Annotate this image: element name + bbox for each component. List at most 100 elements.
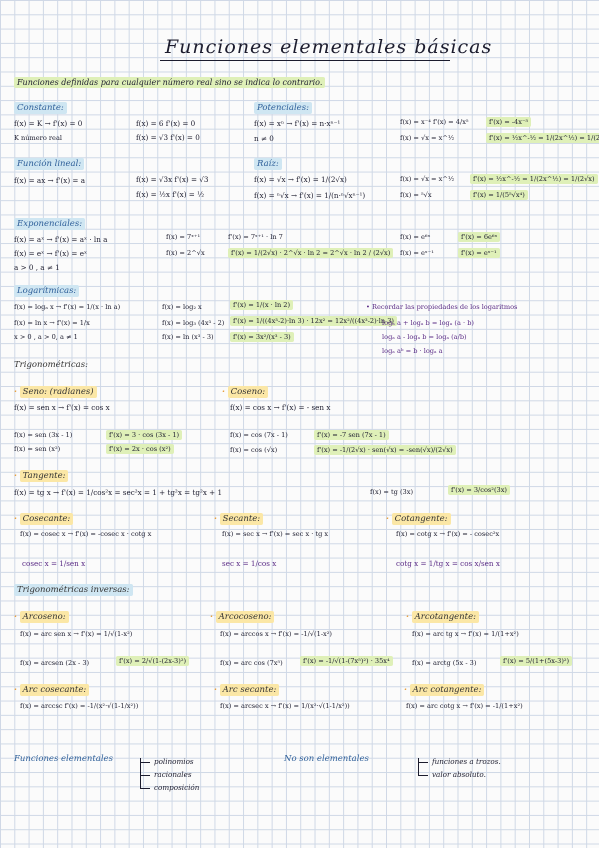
- cotangente-heading: · Cotangente:: [386, 513, 451, 525]
- propiedad-potencia: logₐ aᵇ = b · logₐ a: [382, 347, 443, 355]
- logaritmicas-result-1: f'(x) = 1/(x · ln 2): [230, 300, 294, 310]
- exponenciales-example-3: f(x) = e⁶ˣ: [400, 233, 431, 241]
- raiz-rule-2: f(x) = ⁿ√x → f'(x) = 1/(n·ⁿ√xⁿ⁻¹): [254, 191, 366, 200]
- secante-rule: f(x) = sec x → f'(x) = sec x · tg x: [222, 530, 329, 538]
- intro-text: Funciones definidas para cualquier númer…: [14, 77, 326, 88]
- exponenciales-rule-2: f(x) = eˣ → f'(x) = eˣ: [14, 249, 87, 258]
- arcsecante-heading: · Arc secante:: [214, 684, 280, 696]
- raiz-result-1: f'(x) = ½x^-½ = 1/(2x^½) = 1/(2√x): [470, 174, 598, 184]
- elementales-bracket: [140, 758, 141, 788]
- logaritmicas-example-2: f(x) = log₃ (4x³ - 2): [162, 319, 225, 327]
- logaritmicas-rule-2: f(x) = ln x → f'(x) = 1/x: [14, 319, 90, 327]
- cosecante-rule: f(x) = cosec x → f'(x) = -cosec x · cotg…: [20, 530, 152, 538]
- page-title: Funciones elementales básicas: [165, 36, 493, 58]
- logaritmicas-note: x > 0 , a > 0, a ≠ 1: [14, 333, 78, 341]
- exponenciales-result-3: f'(x) = 6e⁶ˣ: [458, 232, 501, 242]
- tangente-result: f'(x) = 3/cos²(3x): [448, 485, 510, 495]
- secante-heading: · Secante:: [214, 513, 264, 525]
- arcocoseno-rule: f(x) = arccos x → f'(x) = -1/√(1-x²): [220, 630, 332, 638]
- coseno-heading: · Coseno:: [222, 386, 269, 398]
- tangente-heading: · Tangente:: [14, 470, 69, 482]
- exponenciales-note: a > 0 , a ≠ 1: [14, 263, 60, 272]
- exponenciales-rule-1: f(x) = aˣ → f'(x) = aˣ · ln a: [14, 235, 108, 244]
- exponenciales-example-1: f(x) = 7ˣ⁺¹: [166, 233, 201, 241]
- lineal-example-2: f(x) = ½x f'(x) = ½: [136, 190, 205, 199]
- coseno-rule: f(x) = cos x → f'(x) = - sen x: [230, 403, 331, 412]
- potenciales-example-1: f(x) = x⁻⁴ f'(x) = 4/x⁵: [400, 118, 469, 126]
- arcotangente-result: f'(x) = 5/(1+(5x-3)²): [500, 656, 573, 666]
- arcoseno-result: f'(x) = 2/√(1-(2x-3)²): [116, 656, 190, 666]
- seno-result-2: f'(x) = 2x · cos (x²): [106, 444, 174, 454]
- title-underline: [160, 60, 450, 61]
- potenciales-result-1: f'(x) = -4x⁻⁵: [486, 117, 532, 127]
- elementales-item-composicion: composición: [154, 783, 200, 792]
- exponenciales-heading: Exponenciales:: [14, 218, 86, 230]
- logaritmicas-rule-1: f(x) = logₐ x → f'(x) = 1/(x · ln a): [14, 303, 121, 311]
- constante-rule: f(x) = K → f'(x) = 0: [14, 119, 83, 128]
- raiz-result-2: f'(x) = 1/(5⁵√x⁴): [470, 190, 528, 200]
- coseno-example-2: f(x) = cos (√x): [230, 446, 278, 454]
- exponenciales-result-2: f'(x) = 1/(2√x) · 2^√x · ln 2 = 2^√x · l…: [228, 248, 394, 258]
- arcocoseno-result: f'(x) = -1/√(1-(7x⁵)²) · 35x⁴: [300, 656, 393, 666]
- tangente-example: f(x) = tg (3x): [370, 488, 414, 496]
- potenciales-result-2: f'(x) = ½x^-½ = 1/(2x^½) = 1/(2√x): [486, 133, 599, 143]
- elementales-arrow-2: [140, 775, 150, 776]
- elementales-arrow-3: [140, 788, 150, 789]
- lineal-rule: f(x) = ax → f'(x) = a: [14, 176, 86, 185]
- tangente-rule: f(x) = tg x → f'(x) = 1/cos²x = sec²x = …: [14, 488, 223, 497]
- raiz-example-2: f(x) = ⁵√x: [400, 191, 432, 199]
- potenciales-heading: Potenciales:: [254, 102, 312, 114]
- exponenciales-example-2: f(x) = 2^√x: [166, 249, 205, 257]
- secante-identity: sec x = 1/cos x: [222, 559, 277, 568]
- propiedades-note: • Recordar las propiedades de los logari…: [366, 303, 518, 311]
- no-elementales-arrow-1: [418, 762, 428, 763]
- cosecante-identity: cosec x = 1/sen x: [22, 559, 86, 568]
- arcotangente-rule: f(x) = arc tg x → f'(x) = 1/(1+x²): [412, 630, 519, 638]
- seno-example-1: f(x) = sen (3x - 1): [14, 431, 73, 439]
- arcotangente-example: f(x) = arctg (5x - 3): [412, 659, 477, 667]
- no-elementales-item-trozos: funciones a trozos.: [432, 757, 501, 766]
- arcocoseno-example: f(x) = arc cos (7x⁵): [220, 659, 283, 667]
- no-elementales-item-absoluto: valor absoluto.: [432, 770, 486, 779]
- elementales-item-polinomios: polinomios: [154, 757, 194, 766]
- cotangente-identity: cotg x = 1/tg x = cos x/sen x: [396, 559, 500, 568]
- exponenciales-example-4: f(x) = eˣ⁻¹: [400, 249, 434, 257]
- no-elementales-bracket: [418, 758, 419, 776]
- potenciales-rule: f(x) = xⁿ → f'(x) = n·xⁿ⁻¹: [254, 119, 341, 128]
- logaritmicas-heading: Logarítmicas:: [14, 285, 80, 297]
- seno-result-1: f'(x) = 3 · cos (3x - 1): [106, 430, 183, 440]
- lineal-example-1: f(x) = √3x f'(x) = √3: [136, 175, 209, 184]
- coseno-result-2: f'(x) = -1/(2√x) · sen(√x) = -sen(√x)/(2…: [314, 445, 456, 455]
- no-elementales-arrow-2: [418, 775, 428, 776]
- logaritmicas-result-3: f'(x) = 3x²/(x³ - 3): [230, 332, 294, 342]
- cotangente-rule: f(x) = cotg x → f'(x) = - cosec²x: [396, 530, 500, 538]
- elementales-arrow-1: [140, 762, 150, 763]
- potenciales-note: n ≠ 0: [254, 134, 274, 143]
- lineal-heading: Función lineal:: [14, 158, 85, 170]
- constante-example-1: f(x) = 6 f'(x) = 0: [136, 119, 196, 128]
- constante-note: K número real: [14, 134, 62, 142]
- trigonometricas-heading: Trigonométricas:: [14, 360, 88, 370]
- no-elementales-label: No son elementales: [284, 754, 369, 764]
- logaritmicas-example-1: f(x) = log₂ x: [162, 303, 202, 311]
- arcotangente-heading: · Arcotangente:: [406, 611, 479, 623]
- cosecante-heading: · Cosecante:: [14, 513, 74, 525]
- constante-heading: Constante:: [14, 102, 67, 114]
- propiedad-resta: logₐ a - logₐ b = logₐ (a/b): [382, 333, 467, 341]
- arccotangente-rule: f(x) = arc cotg x → f'(x) = -1/(1+x²): [406, 702, 523, 710]
- elementales-label: Funciones elementales: [14, 754, 113, 764]
- arccosecante-rule: f(x) = arccsc f'(x) = -1/(x²·√(1-1/x²)): [20, 702, 139, 710]
- exponenciales-result-4: f'(x) = eˣ⁻¹: [458, 248, 500, 258]
- propiedad-suma: logₐ a + logₐ b = logₐ (a · b): [382, 319, 474, 327]
- coseno-result-1: f'(x) = -7 sen (7x - 1): [314, 430, 389, 440]
- logaritmicas-result-2: f'(x) = 1/((4x³-2)·ln 3) · 12x² = 12x²/(…: [230, 316, 398, 326]
- arcoseno-heading: · Arcoseno:: [14, 611, 69, 623]
- raiz-rule-1: f(x) = √x → f'(x) = 1/(2√x): [254, 175, 347, 184]
- raiz-example-1: f(x) = √x = x^½: [400, 175, 455, 183]
- potenciales-example-2: f(x) = √x = x^½: [400, 134, 455, 142]
- arcocoseno-heading: · Arcocoseno:: [210, 611, 275, 623]
- seno-heading: · Seno: (radianes): [14, 386, 97, 398]
- coseno-example-1: f(x) = cos (7x - 1): [230, 431, 288, 439]
- raiz-heading: Raíz:: [254, 158, 282, 170]
- arcoseno-rule: f(x) = arc sen x → f'(x) = 1/√(1-x²): [20, 630, 133, 638]
